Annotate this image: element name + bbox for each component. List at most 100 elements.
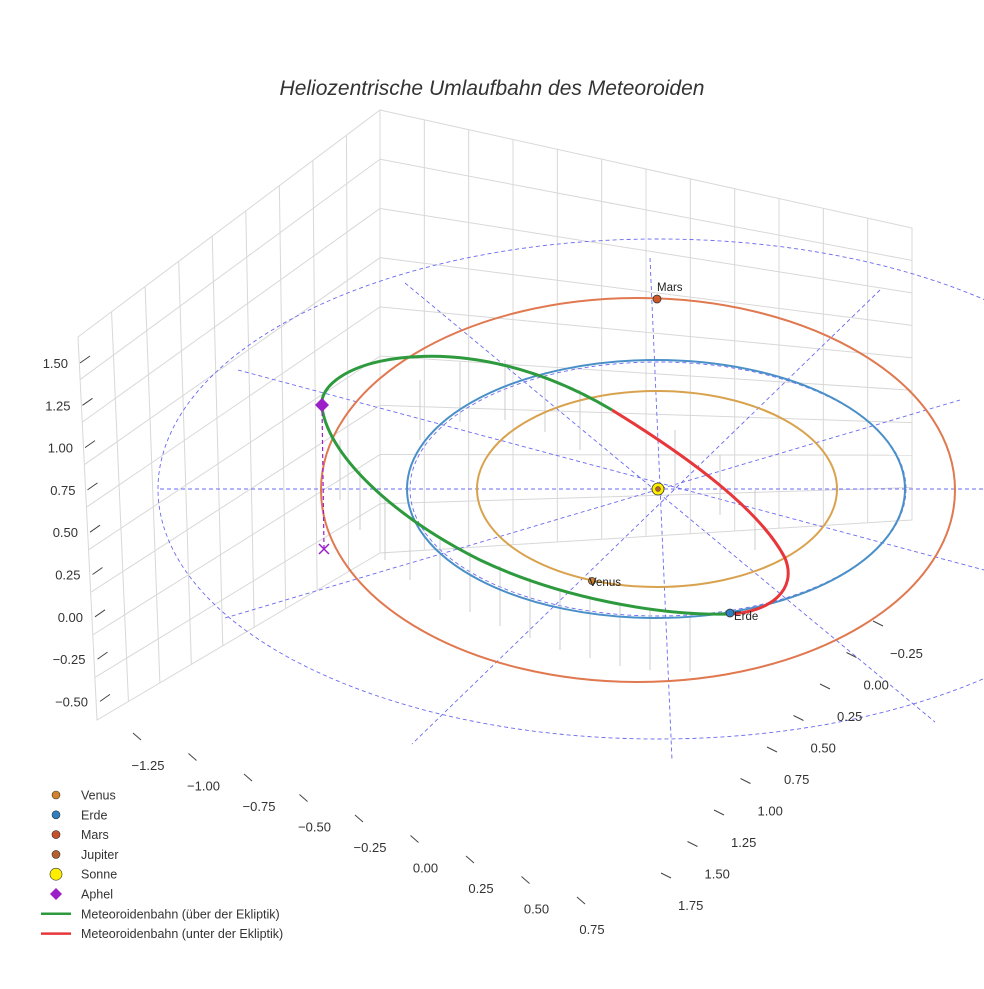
z-tick-mark bbox=[97, 651, 108, 660]
y-tick-mark bbox=[713, 809, 725, 816]
ref-line bbox=[411, 289, 881, 745]
z-tick-mark bbox=[99, 693, 111, 702]
ref-line bbox=[224, 399, 961, 619]
y-tick-mark bbox=[687, 841, 698, 847]
earth-marker bbox=[725, 608, 735, 618]
z-tick-label: 0.00 bbox=[58, 610, 83, 625]
y-tick-mark bbox=[660, 872, 672, 879]
earth-orbit bbox=[406, 359, 906, 619]
grid-line bbox=[81, 208, 381, 423]
grid-line bbox=[84, 257, 381, 466]
left-pane bbox=[77, 108, 381, 721]
grid-line bbox=[278, 185, 287, 609]
meteoroid-orbit-below bbox=[611, 408, 790, 616]
grid-line bbox=[211, 236, 224, 646]
y-tick-label: 0.75 bbox=[784, 772, 809, 787]
grid-line bbox=[178, 261, 192, 665]
grid-line bbox=[92, 454, 381, 636]
x-tick-label: −0.50 bbox=[298, 820, 331, 835]
z-tick-label: 1.25 bbox=[45, 398, 70, 413]
z-tick-mark bbox=[89, 524, 101, 533]
grid-line bbox=[88, 355, 381, 551]
orbits bbox=[320, 297, 956, 683]
legend-label: Erde bbox=[81, 808, 107, 822]
x-tick-mark bbox=[521, 876, 530, 884]
chart-title: Heliozentrische Umlaufbahn des Meteoroid… bbox=[280, 77, 705, 100]
aphel-projection-marker bbox=[318, 543, 330, 555]
legend-marker bbox=[51, 850, 61, 859]
z-tick-label: −0.50 bbox=[55, 694, 88, 709]
mars-label: Mars bbox=[657, 282, 683, 294]
grid-line bbox=[79, 158, 381, 380]
legend-marker bbox=[49, 867, 63, 881]
legend-item: Jupiter bbox=[51, 848, 119, 862]
x-tick-label: −1.25 bbox=[132, 758, 165, 773]
meteoroid-orbit bbox=[315, 354, 790, 616]
y-tick-label: 1.75 bbox=[678, 898, 703, 913]
z-tick-label: 1.50 bbox=[43, 356, 68, 371]
z-tick-label: 0.50 bbox=[53, 525, 78, 540]
ecliptic-reference bbox=[157, 238, 984, 761]
y-tick-mark bbox=[793, 715, 804, 721]
legend-marker bbox=[51, 830, 61, 839]
y-tick-label: 1.25 bbox=[731, 835, 756, 850]
grid-line bbox=[94, 503, 381, 678]
grid-line bbox=[111, 311, 129, 702]
x-tick-label: −1.00 bbox=[187, 779, 220, 794]
legend-item: Meteoroidenbahn (unter der Ekliptik) bbox=[41, 927, 283, 941]
bodies: Mars Venus Erde bbox=[588, 282, 758, 623]
grid-line bbox=[144, 286, 161, 683]
y-tick-label: 0.25 bbox=[837, 709, 862, 724]
z-tick-mark bbox=[84, 440, 96, 449]
x-tick-mark bbox=[132, 732, 142, 741]
y-tick-mark bbox=[846, 652, 857, 658]
reference-ellipse bbox=[157, 238, 984, 740]
y-tick-mark bbox=[740, 778, 751, 784]
ref-line bbox=[404, 282, 936, 723]
legend-item: Aphel bbox=[50, 888, 113, 902]
grid-lines bbox=[79, 119, 913, 702]
grid-line bbox=[90, 404, 381, 593]
x-tick-mark bbox=[188, 753, 197, 761]
legend-marker bbox=[50, 888, 62, 900]
y-tick-mark bbox=[872, 620, 884, 627]
x-tick-label: 0.75 bbox=[579, 922, 604, 937]
ref-line bbox=[237, 369, 984, 571]
meteoroid-orbit-above bbox=[320, 354, 731, 616]
aphel-marker bbox=[315, 398, 329, 412]
z-tick-mark bbox=[82, 397, 93, 406]
y-axis: −0.25 0.00 0.25 0.50 0.75 1.00 1.25 1.50 1.75 bbox=[660, 620, 923, 913]
z-tick-mark bbox=[79, 355, 91, 364]
grid-line bbox=[312, 160, 318, 591]
z-tick-label: 0.25 bbox=[55, 568, 80, 583]
venus-label: Venus bbox=[589, 577, 621, 589]
drop-lines bbox=[339, 360, 756, 672]
y-tick-mark bbox=[819, 683, 831, 690]
y-tick-mark bbox=[766, 746, 778, 753]
legend-label: Aphel bbox=[81, 888, 113, 902]
mars-orbit bbox=[320, 297, 956, 683]
x-tick-mark bbox=[299, 794, 308, 802]
legend-item: Venus bbox=[51, 789, 116, 803]
grid-line bbox=[245, 210, 255, 628]
y-tick-label: −0.25 bbox=[890, 646, 923, 661]
z-tick-mark bbox=[92, 567, 103, 575]
x-tick-mark bbox=[410, 835, 419, 843]
axes: 1.50 1.25 1.00 0.75 0.50 0.25 0.00 −0.25 −0.50 −… bbox=[43, 355, 923, 937]
legend-item: Mars bbox=[51, 828, 109, 842]
z-tick-mark bbox=[94, 609, 106, 618]
mars-marker bbox=[652, 294, 662, 304]
venus-marker bbox=[588, 577, 596, 585]
x-tick-label: 0.50 bbox=[524, 902, 549, 917]
x-tick-mark bbox=[465, 855, 475, 864]
venus-orbit bbox=[476, 390, 838, 588]
grid bbox=[77, 108, 913, 721]
x-tick-mark bbox=[243, 773, 253, 782]
aphel-drop-line bbox=[321, 404, 325, 550]
legend-label: Meteoroidenbahn (über der Ekliptik) bbox=[81, 907, 280, 921]
y-tick-label: 0.00 bbox=[864, 678, 889, 693]
earth-label: Erde bbox=[734, 611, 758, 623]
x-tick-label: 0.25 bbox=[468, 881, 493, 896]
legend-marker bbox=[51, 790, 61, 800]
